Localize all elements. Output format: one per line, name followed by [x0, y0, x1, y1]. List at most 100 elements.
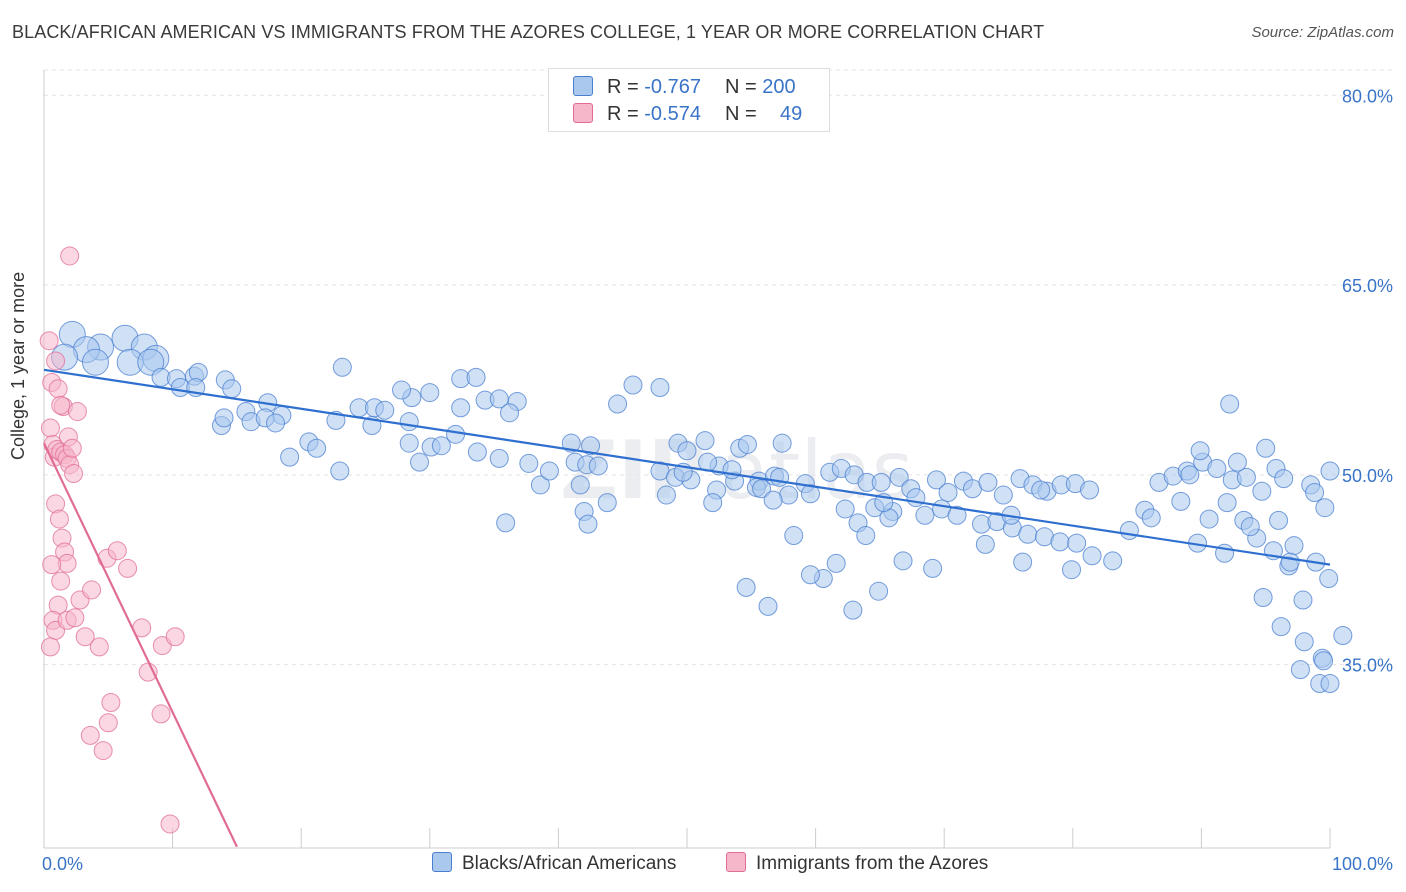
- azores-point: [82, 580, 102, 600]
- blacks-point: [869, 581, 889, 601]
- blacks-point: [938, 483, 958, 503]
- blacks-point: [1253, 588, 1273, 608]
- bottom-legend-label: Immigrants from the Azores: [756, 853, 989, 874]
- blacks-point: [570, 475, 590, 495]
- azores-point: [98, 713, 118, 733]
- blacks-point: [1062, 560, 1082, 580]
- blacks-point: [1284, 536, 1304, 556]
- blacks-point: [1018, 524, 1038, 544]
- blacks-point: [703, 493, 723, 513]
- blacks-point: [656, 485, 676, 505]
- blacks-point: [539, 461, 559, 481]
- blacks-point: [1333, 625, 1353, 645]
- blacks-point: [1315, 498, 1335, 518]
- blacks-point: [975, 534, 995, 554]
- blacks-point: [1217, 493, 1237, 513]
- blacks-point: [399, 412, 419, 432]
- bottom-legend-label: Blacks/African Americans: [462, 853, 677, 874]
- blacks-point: [835, 499, 855, 519]
- blacks-point: [677, 441, 697, 461]
- blacks-point: [500, 403, 520, 423]
- blacks-point: [1256, 438, 1276, 458]
- azores-point: [80, 725, 100, 745]
- blacks-point: [871, 472, 891, 492]
- blacks-point: [1319, 569, 1339, 589]
- chart-title: BLACK/AFRICAN AMERICAN VS IMMIGRANTS FRO…: [12, 22, 1045, 42]
- bottom-legend-azores: Immigrants from the Azores: [726, 852, 988, 875]
- blacks-point: [923, 558, 943, 578]
- blacks-point: [1269, 510, 1289, 530]
- blacks-point: [1180, 465, 1200, 485]
- blacks-point: [1271, 617, 1291, 637]
- blacks-point: [1274, 469, 1294, 489]
- azores-point: [65, 608, 85, 628]
- source-label: Source: ZipAtlas.com: [1251, 24, 1394, 41]
- azores-point: [62, 438, 82, 458]
- blacks-point: [1293, 590, 1313, 610]
- blacks-point: [650, 378, 670, 398]
- blacks-point: [1050, 532, 1070, 552]
- legend-r-value: -0.574: [644, 103, 701, 125]
- blacks-point: [519, 453, 539, 473]
- blacks-point: [1207, 458, 1227, 478]
- blacks-point: [1171, 491, 1191, 511]
- blacks-point: [947, 505, 967, 525]
- blacks-point: [81, 348, 109, 376]
- azores-point: [75, 627, 95, 647]
- legend-row-blacks: R = -0.767 N = 200: [573, 76, 796, 98]
- bottom-legend-swatch-pink: [726, 852, 746, 872]
- blacks-point: [332, 357, 352, 377]
- y-tick-label: 65.0%: [1342, 276, 1393, 296]
- blacks-point: [1320, 461, 1340, 481]
- blacks-point: [752, 479, 772, 499]
- blacks-point: [736, 577, 756, 597]
- blacks-point: [800, 484, 820, 504]
- blacks-point: [1082, 546, 1102, 566]
- trend-line-blacks: [43, 368, 1331, 566]
- azores-point: [46, 351, 66, 371]
- blacks-point: [1141, 508, 1161, 528]
- blacks-point: [608, 394, 628, 414]
- blacks-point: [489, 448, 509, 468]
- blacks-point: [222, 379, 242, 399]
- azores-point: [48, 379, 68, 399]
- legend-n-value: 49: [779, 103, 803, 125]
- axes: [43, 70, 1331, 849]
- azores-point: [40, 418, 60, 438]
- legend-n-value: 200: [762, 76, 796, 98]
- blacks-point: [326, 410, 346, 430]
- blacks-point: [1199, 509, 1219, 529]
- blacks-point: [993, 485, 1013, 505]
- x-tick-label: 100.0%: [1332, 854, 1393, 874]
- blacks-point: [856, 526, 876, 546]
- blacks-point: [561, 433, 581, 453]
- blacks-point: [1190, 441, 1210, 461]
- azores-point: [51, 571, 71, 591]
- blacks-point: [330, 461, 350, 481]
- legend-r-label: R =: [607, 103, 645, 125]
- blacks-point: [770, 467, 790, 487]
- azores-point: [160, 814, 180, 834]
- blacks-point: [737, 434, 757, 454]
- blacks-point: [265, 413, 285, 433]
- blacks-point: [1067, 533, 1087, 553]
- blacks-point: [978, 472, 998, 492]
- blacks-point: [420, 383, 440, 403]
- y-tick-label: 50.0%: [1342, 466, 1393, 486]
- y-tick-label: 80.0%: [1342, 86, 1393, 106]
- blacks-point: [496, 513, 516, 533]
- legend-r-value: -0.767: [644, 76, 701, 98]
- blacks-point: [530, 475, 550, 495]
- blacks-point: [375, 400, 395, 420]
- blacks-point: [451, 398, 471, 418]
- azores-point: [40, 637, 60, 657]
- blacks-point: [431, 436, 451, 456]
- blacks-point: [784, 526, 804, 546]
- blacks-point: [1240, 517, 1260, 537]
- blacks-point: [1290, 660, 1310, 680]
- legend: R = -0.767 N = 200 R = -0.574 N = 49: [548, 68, 830, 132]
- azores-point: [89, 637, 109, 657]
- azores-point: [60, 246, 80, 266]
- legend-row-azores: R = -0.574 N = 49: [573, 103, 802, 125]
